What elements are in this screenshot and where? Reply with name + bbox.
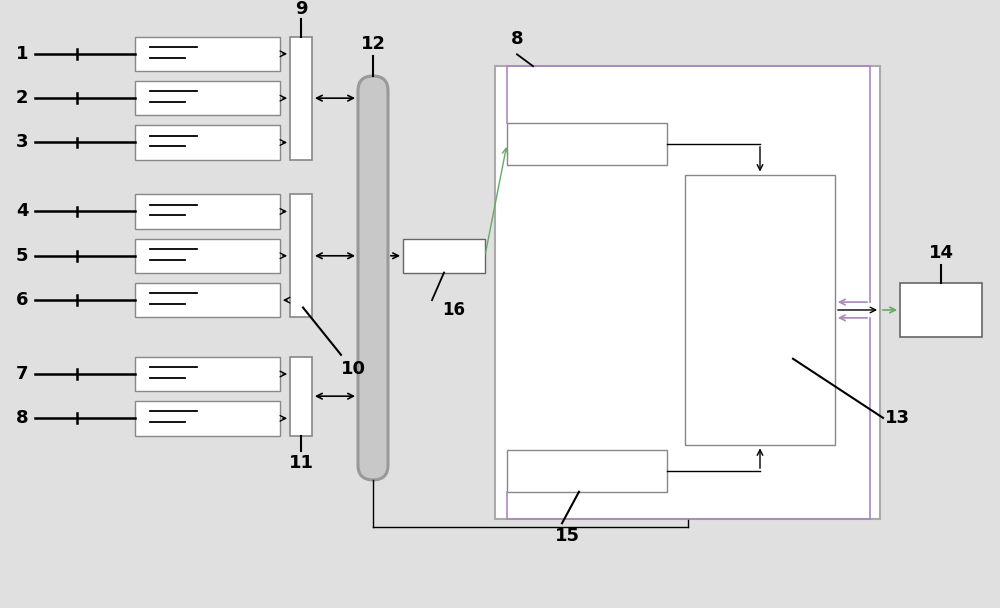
Bar [135,81,280,116]
Bar [403,239,485,272]
Text: 13: 13 [884,409,909,427]
Text: 11: 11 [288,454,314,472]
Bar [135,357,280,392]
Bar [290,36,312,160]
Bar [135,238,280,273]
Bar [495,66,880,519]
Bar [685,174,835,446]
Bar [135,283,280,317]
Text: 8: 8 [511,30,523,47]
Text: 15: 15 [554,527,580,545]
Text: 12: 12 [360,35,386,54]
Text: 9: 9 [295,0,307,18]
Bar [135,36,280,71]
Text: 14: 14 [928,244,954,262]
Text: 5: 5 [16,247,28,265]
Bar [900,283,982,337]
Text: 2: 2 [16,89,28,107]
Text: 16: 16 [442,301,466,319]
Text: 1: 1 [16,45,28,63]
FancyBboxPatch shape [358,76,388,480]
Bar [507,123,667,165]
Text: 6: 6 [16,291,28,309]
Text: 3: 3 [16,134,28,151]
Bar [507,451,667,492]
Text: 4: 4 [16,202,28,221]
Bar [290,194,312,317]
Text: 8: 8 [16,409,28,427]
Bar [135,194,280,229]
Bar [290,357,312,435]
Bar [135,125,280,160]
Bar [135,401,280,435]
Text: 7: 7 [16,365,28,383]
Text: 10: 10 [340,359,366,378]
